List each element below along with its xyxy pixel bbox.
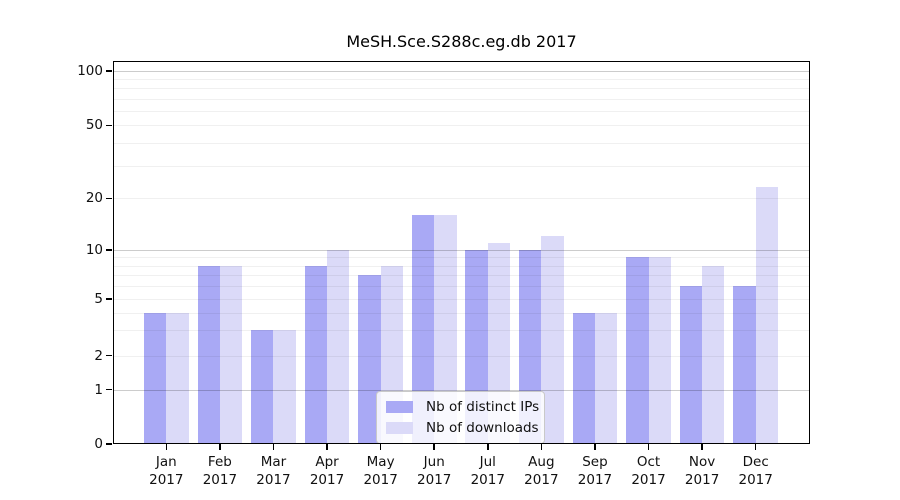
x-label-year: 2017: [524, 472, 559, 488]
x-tick-label: Jun 2017: [406, 453, 462, 489]
plot-area: [113, 61, 810, 444]
y-tick-label: 5: [94, 290, 103, 307]
y-tick-label: 1: [94, 381, 103, 398]
bar-distinct-ips: [251, 330, 274, 444]
legend: Nb of distinct IPs Nb of downloads: [376, 391, 545, 444]
bars-layer: [113, 61, 810, 444]
x-tick: [594, 444, 596, 450]
bar-distinct-ips: [197, 265, 220, 444]
y-tick: [106, 249, 112, 251]
bar-distinct-ips: [733, 285, 756, 444]
bar-downloads: [166, 312, 189, 444]
x-tick-label: Jul 2017: [460, 453, 516, 489]
x-label-year: 2017: [738, 472, 773, 488]
x-label-month: May: [366, 454, 395, 470]
y-tick: [106, 197, 112, 200]
x-label-month: Nov: [688, 454, 716, 470]
bar-distinct-ips: [144, 312, 167, 444]
x-label-year: 2017: [309, 472, 345, 488]
bar-distinct-ips: [572, 312, 595, 444]
x-tick: [379, 444, 382, 450]
x-label-month: Aug: [528, 454, 555, 470]
bar-downloads: [273, 330, 296, 444]
x-tick: [487, 444, 489, 450]
x-tick: [701, 444, 703, 450]
x-label-year: 2017: [256, 472, 291, 488]
x-tick: [326, 444, 328, 450]
bar-downloads: [327, 249, 350, 444]
y-tick-label: 0: [94, 436, 103, 452]
x-label-year: 2017: [417, 472, 452, 488]
x-tick: [754, 444, 757, 450]
y-tick: [106, 298, 112, 300]
x-label-month: Jul: [479, 454, 496, 470]
x-tick: [647, 444, 650, 450]
bar-downloads: [755, 187, 778, 444]
x-tick: [433, 444, 435, 450]
legend-swatch-icon: [386, 401, 413, 413]
x-tick: [219, 444, 221, 450]
x-label-year: 2017: [577, 472, 613, 488]
y-tick: [106, 124, 112, 127]
x-label-month: Jun: [423, 454, 445, 470]
x-tick-label: Apr 2017: [299, 453, 355, 489]
x-label-year: 2017: [684, 472, 720, 488]
x-label-year: 2017: [202, 472, 238, 488]
bar-distinct-ips: [358, 275, 381, 444]
bar-downloads: [219, 265, 243, 444]
x-label-year: 2017: [631, 472, 666, 488]
bar-downloads: [434, 215, 457, 444]
bar-downloads: [541, 236, 564, 444]
x-label-year: 2017: [149, 472, 184, 488]
x-tick: [165, 444, 168, 450]
y-tick: [106, 70, 112, 72]
x-label-month: Mar: [260, 454, 287, 470]
legend-item: Nb of distinct IPs: [386, 399, 539, 415]
bar-distinct-ips: [411, 215, 435, 444]
x-label-month: Apr: [315, 454, 339, 470]
x-tick-label: Feb 2017: [192, 453, 248, 489]
x-tick: [272, 444, 275, 450]
y-tick: [106, 354, 112, 357]
x-tick-label: Nov 2017: [674, 453, 730, 489]
legend-swatch-icon: [386, 422, 413, 434]
x-label-month: Sep: [582, 454, 608, 470]
bar-distinct-ips: [679, 285, 703, 444]
x-tick-label: Mar 2017: [245, 453, 301, 489]
x-tick-label: Aug 2017: [513, 453, 569, 489]
y-tick-label: 20: [85, 190, 103, 207]
y-tick-label: 100: [77, 62, 103, 79]
x-label-month: Jan: [155, 454, 177, 470]
x-tick-label: May 2017: [353, 453, 409, 489]
y-tick: [106, 443, 112, 445]
bar-downloads: [594, 312, 618, 444]
y-tick: [106, 388, 112, 391]
y-tick-label: 10: [85, 241, 103, 258]
x-tick-label: Dec 2017: [728, 453, 784, 489]
x-tick: [540, 444, 543, 450]
bar-downloads: [702, 265, 725, 444]
x-label-year: 2017: [470, 472, 505, 488]
x-label-year: 2017: [363, 472, 398, 488]
legend-item: Nb of downloads: [386, 420, 539, 436]
y-tick-label: 2: [94, 347, 103, 364]
bar-distinct-ips: [304, 265, 328, 444]
y-tick-label: 50: [85, 117, 103, 134]
legend-label: Nb of distinct IPs: [426, 399, 540, 415]
bar-distinct-ips: [626, 257, 649, 444]
x-tick-label: Sep 2017: [567, 453, 623, 489]
legend-label: Nb of downloads: [426, 420, 539, 436]
chart-title: MeSH.Sce.S288c.eg.db 2017: [346, 32, 577, 51]
x-label-month: Oct: [636, 454, 661, 470]
x-tick-label: Jan 2017: [138, 453, 194, 489]
x-tick-label: Oct 2017: [621, 453, 677, 489]
x-label-month: Dec: [742, 454, 769, 470]
x-label-month: Feb: [207, 454, 232, 470]
bar-downloads: [648, 257, 671, 444]
